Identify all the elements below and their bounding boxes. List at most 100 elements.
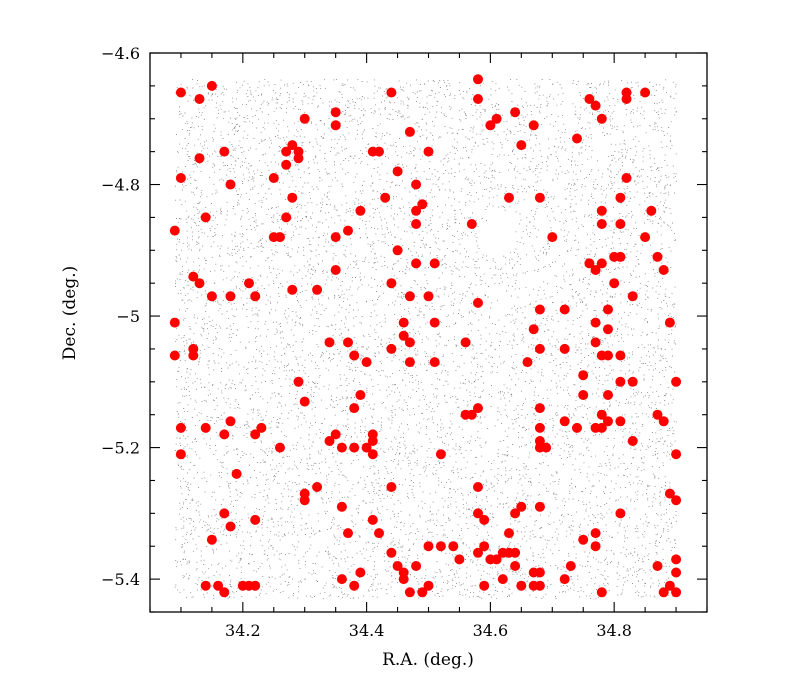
data-point xyxy=(361,442,372,453)
data-point xyxy=(380,192,391,203)
data-point xyxy=(473,547,483,558)
data-point xyxy=(479,580,490,591)
data-point xyxy=(596,219,607,229)
data-point xyxy=(534,501,545,512)
data-point xyxy=(603,350,613,361)
data-point xyxy=(343,225,353,236)
data-point xyxy=(188,271,199,282)
y-tick-label: −5.2 xyxy=(101,439,140,458)
data-point xyxy=(534,422,545,433)
data-point xyxy=(336,574,347,585)
data-point xyxy=(225,179,236,190)
data-point xyxy=(609,278,620,289)
data-point xyxy=(652,561,663,571)
data-point xyxy=(671,554,682,565)
y-tick-labels: −4.6 −4.8 −5 −5.2 −5.4 xyxy=(101,44,140,589)
data-point xyxy=(330,429,341,440)
data-point xyxy=(423,580,434,591)
data-point xyxy=(664,317,675,328)
y-tick-label: −5.4 xyxy=(101,570,140,589)
data-point xyxy=(528,580,539,591)
data-point xyxy=(392,166,403,177)
data-point xyxy=(386,547,397,558)
data-point xyxy=(194,94,205,104)
data-point xyxy=(534,403,545,414)
data-point xyxy=(404,357,415,368)
data-point xyxy=(411,561,422,571)
data-point xyxy=(244,278,254,289)
data-point xyxy=(435,541,446,552)
data-point xyxy=(510,508,521,519)
data-point xyxy=(559,304,570,315)
data-point xyxy=(596,205,607,216)
data-point xyxy=(312,284,323,295)
data-point xyxy=(627,436,638,446)
data-point xyxy=(287,284,298,295)
data-point xyxy=(175,449,186,460)
data-point xyxy=(275,442,285,453)
data-point xyxy=(621,173,632,183)
data-point xyxy=(355,567,366,578)
background-sources xyxy=(174,78,677,600)
data-point xyxy=(646,205,657,216)
data-point xyxy=(534,567,545,578)
data-point xyxy=(287,140,298,151)
data-point xyxy=(225,521,236,532)
data-point xyxy=(510,547,521,558)
data-point xyxy=(578,370,589,381)
data-point xyxy=(200,580,211,591)
data-point xyxy=(219,429,230,440)
background-source-field xyxy=(174,78,677,600)
data-point xyxy=(671,567,682,578)
data-point xyxy=(491,113,502,124)
data-point xyxy=(454,554,465,565)
data-point xyxy=(386,343,397,354)
data-point xyxy=(466,409,477,420)
data-point xyxy=(423,541,434,552)
data-point xyxy=(417,587,428,598)
data-point xyxy=(299,113,310,124)
data-point xyxy=(398,330,409,341)
data-point xyxy=(473,403,483,414)
data-point xyxy=(603,324,613,335)
data-point xyxy=(559,416,570,427)
data-point xyxy=(516,580,527,591)
data-point xyxy=(268,173,279,183)
data-point xyxy=(386,87,397,98)
data-point xyxy=(293,153,304,164)
data-point xyxy=(479,541,490,552)
data-point xyxy=(398,574,409,585)
data-point xyxy=(386,278,397,289)
data-point xyxy=(299,495,310,506)
x-tick-label: 34.4 xyxy=(349,621,385,640)
data-point xyxy=(200,422,211,433)
data-point xyxy=(590,528,601,539)
data-point xyxy=(250,429,261,440)
data-point xyxy=(671,495,682,506)
x-tick-label: 34.2 xyxy=(225,621,261,640)
data-point xyxy=(250,291,261,302)
red-source-markers xyxy=(169,74,682,598)
data-point xyxy=(429,357,440,368)
data-point xyxy=(343,528,353,539)
data-point xyxy=(281,146,292,157)
data-point xyxy=(559,574,570,585)
data-point xyxy=(169,225,180,236)
data-point xyxy=(404,291,415,302)
data-point xyxy=(572,133,582,144)
y-tick-label: −5 xyxy=(116,307,140,326)
data-point xyxy=(615,219,626,229)
data-point xyxy=(603,416,613,427)
data-point xyxy=(330,265,341,275)
data-point xyxy=(485,120,496,131)
data-point xyxy=(627,291,638,302)
data-point xyxy=(621,94,632,104)
data-point xyxy=(336,442,347,453)
data-point xyxy=(330,120,341,131)
data-point xyxy=(392,245,403,256)
data-point xyxy=(343,337,353,348)
data-point xyxy=(417,199,428,210)
data-point xyxy=(213,580,224,591)
data-point xyxy=(473,508,483,519)
data-point xyxy=(349,350,360,361)
